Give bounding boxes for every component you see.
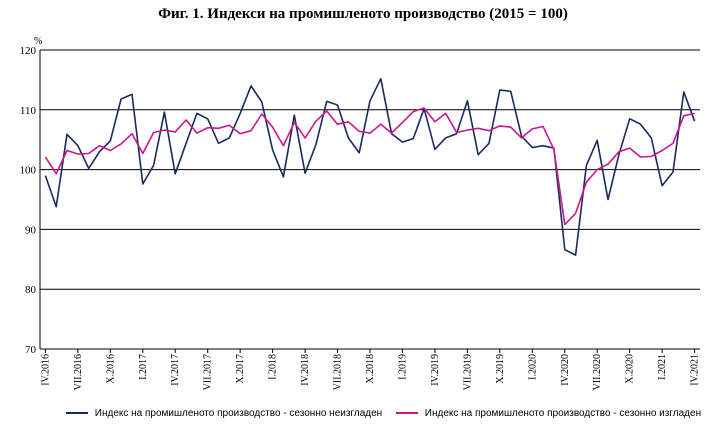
legend-label-unadjusted: Индекс на промишленото производство - се… (94, 408, 383, 419)
x-tick-label: X.2018 (365, 354, 376, 384)
legend: Индекс на промишленото производство - се… (66, 408, 726, 428)
y-tick-label-120: 120 (20, 45, 37, 57)
x-tick-label: VII.2017 (203, 354, 214, 390)
x-tick-label: IV.2018 (300, 354, 311, 386)
gridlines (40, 49, 700, 290)
legend-item-adjusted: Индекс на промишленото производство - се… (396, 408, 701, 419)
series-lines (44, 77, 696, 256)
x-tick-label: X.2020 (625, 354, 636, 384)
series-line-0 (44, 77, 696, 256)
y-tick-label-100: 100 (20, 165, 37, 177)
y-tick-label-70: 70 (25, 344, 37, 356)
x-tick-label: I.2018 (268, 354, 279, 380)
x-tick-label: I.2019 (397, 354, 408, 380)
legend-swatch-unadjusted (66, 412, 88, 415)
x-tick-label: VII.2016 (73, 354, 84, 390)
legend-item-unadjusted: Индекс на промишленото производство - се… (66, 408, 382, 419)
x-tick-label: VII.2019 (462, 354, 473, 390)
y-tick-label-90: 90 (25, 224, 37, 236)
x-tick-labels: IV.2016 VII.2016 X.2016 I.2017 IV.2017 VII.20… (40, 354, 700, 390)
x-tick-label: VII.2018 (333, 354, 344, 390)
x-tick-label: X.2016 (105, 354, 116, 384)
y-tick-labels: 70 80 90 100 110 120 (20, 45, 37, 356)
y-axis-unit-label: % (34, 36, 42, 47)
x-tick-label: IV.2016 (40, 354, 51, 386)
chart-title: Фиг. 1. Индекси на промишленото производ… (158, 6, 568, 22)
x-tick-label: I.2021 (657, 354, 668, 380)
x-tick-label: X.2019 (495, 354, 506, 384)
y-tick-label-80: 80 (25, 284, 37, 296)
x-tick-label: VII.2020 (592, 354, 603, 390)
axes (39, 50, 700, 353)
x-tick-label: IV.2020 (560, 354, 571, 386)
y-tick-label-110: 110 (20, 105, 37, 117)
x-tick-label: I.2020 (527, 354, 538, 380)
legend-label-adjusted: Индекс на промишленото производство - се… (424, 408, 702, 419)
x-tick-label: I.2017 (138, 354, 149, 380)
series-line-1 (44, 107, 695, 226)
x-tick-label: X.2017 (235, 354, 246, 384)
x-tick-label: IV.2021 (690, 354, 701, 386)
x-tick-label: IV.2017 (170, 354, 181, 386)
x-tick-label: IV.2019 (430, 354, 441, 386)
legend-swatch-adjusted (396, 412, 418, 415)
